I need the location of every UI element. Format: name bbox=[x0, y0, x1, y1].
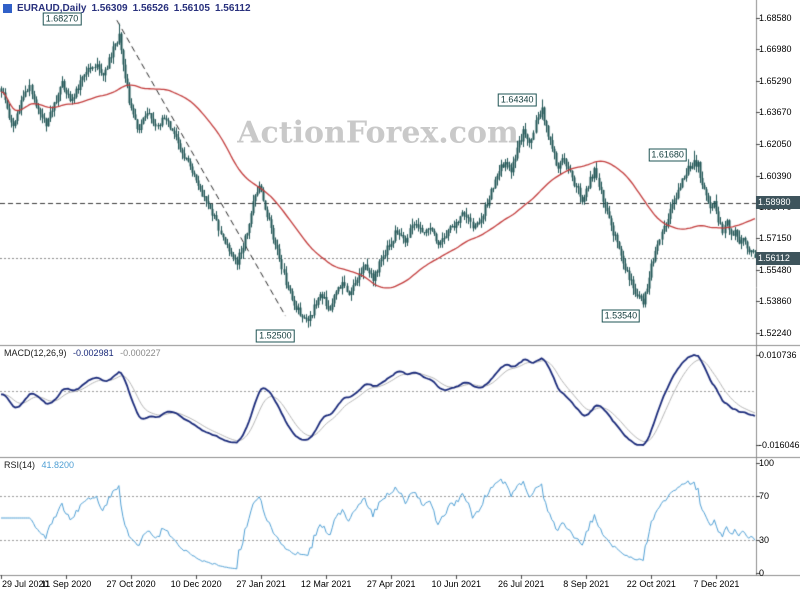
price-annotation: 1.61680 bbox=[648, 148, 687, 162]
main-price-tick-label: 1.68580 bbox=[759, 12, 792, 23]
price-annotation: 1.53540 bbox=[601, 309, 641, 323]
rsi-tick-label: 70 bbox=[759, 491, 770, 501]
main-price-tick-label: 1.55480 bbox=[759, 265, 792, 276]
price-annotation: 1.68270 bbox=[42, 12, 82, 26]
date-tick-label: 12 Mar 2021 bbox=[300, 579, 352, 589]
quote-low: 1.56105 bbox=[173, 3, 210, 14]
rsi-value: 41.8200 bbox=[41, 460, 75, 470]
macd-indicator-name: MACD(12,26,9) bbox=[4, 348, 67, 358]
rsi-tick-label: 30 bbox=[759, 535, 770, 545]
price-annotation: 1.52500 bbox=[256, 329, 295, 343]
quote-high: 1.56526 bbox=[132, 3, 169, 14]
rsi-indicator-name: RSI(14) bbox=[4, 460, 36, 470]
chart-title-bar: EURAUD,Daily 1.56309 1.56526 1.56105 1.5… bbox=[3, 3, 251, 14]
macd-signal-value: -0.000227 bbox=[120, 348, 161, 358]
axis-price-tag: 1.58980 bbox=[756, 196, 800, 210]
rsi-tick-label: 0 bbox=[759, 568, 765, 578]
date-tick-label: 29 Jul 2020 bbox=[2, 579, 49, 589]
chart-icon bbox=[3, 4, 12, 13]
date-tick-label: 8 Sep 2021 bbox=[563, 579, 610, 589]
date-tick-label: 7 Dec 2021 bbox=[693, 579, 740, 589]
date-tick-label: 27 Apr 2021 bbox=[366, 579, 416, 589]
date-tick-label: 27 Jan 2021 bbox=[236, 579, 286, 589]
main-price-tick-label: 1.53860 bbox=[759, 296, 792, 307]
quote-close: 1.56112 bbox=[214, 3, 251, 14]
date-tick-label: 26 Jul 2021 bbox=[497, 579, 545, 589]
date-tick-label: 10 Dec 2020 bbox=[170, 579, 222, 589]
price-annotation: 1.64340 bbox=[497, 93, 537, 107]
macd-title: MACD(12,26,9) -0.002981 -0.000227 bbox=[4, 348, 161, 358]
main-price-tick-label: 1.52240 bbox=[759, 327, 792, 338]
date-tick-label: 27 Oct 2020 bbox=[106, 579, 156, 589]
quote-open: 1.56309 bbox=[91, 3, 128, 14]
symbol-timeframe: EURAUD,Daily bbox=[17, 3, 87, 14]
macd-tick-label: 0.010736 bbox=[759, 350, 797, 360]
main-price-tick-label: 1.60390 bbox=[759, 170, 792, 181]
macd-value: -0.002981 bbox=[73, 348, 114, 358]
date-tick-label: 22 Oct 2021 bbox=[626, 579, 676, 589]
axis-price-tag: 1.56112 bbox=[756, 251, 800, 265]
main-price-tick-label: 1.63670 bbox=[759, 107, 792, 118]
main-price-tick-label: 1.57150 bbox=[759, 233, 792, 244]
macd-tick-label: -0.016046 bbox=[759, 440, 800, 450]
date-tick-label: 11 Sep 2020 bbox=[40, 579, 92, 589]
date-tick-label: 10 Jun 2021 bbox=[431, 579, 482, 589]
main-price-tick-label: 1.65290 bbox=[759, 76, 792, 87]
main-price-tick-label: 1.62050 bbox=[759, 138, 792, 149]
main-price-tick-label: 1.66980 bbox=[759, 43, 792, 54]
rsi-title: RSI(14) 41.8200 bbox=[4, 460, 74, 470]
rsi-tick-label: 100 bbox=[759, 458, 775, 468]
